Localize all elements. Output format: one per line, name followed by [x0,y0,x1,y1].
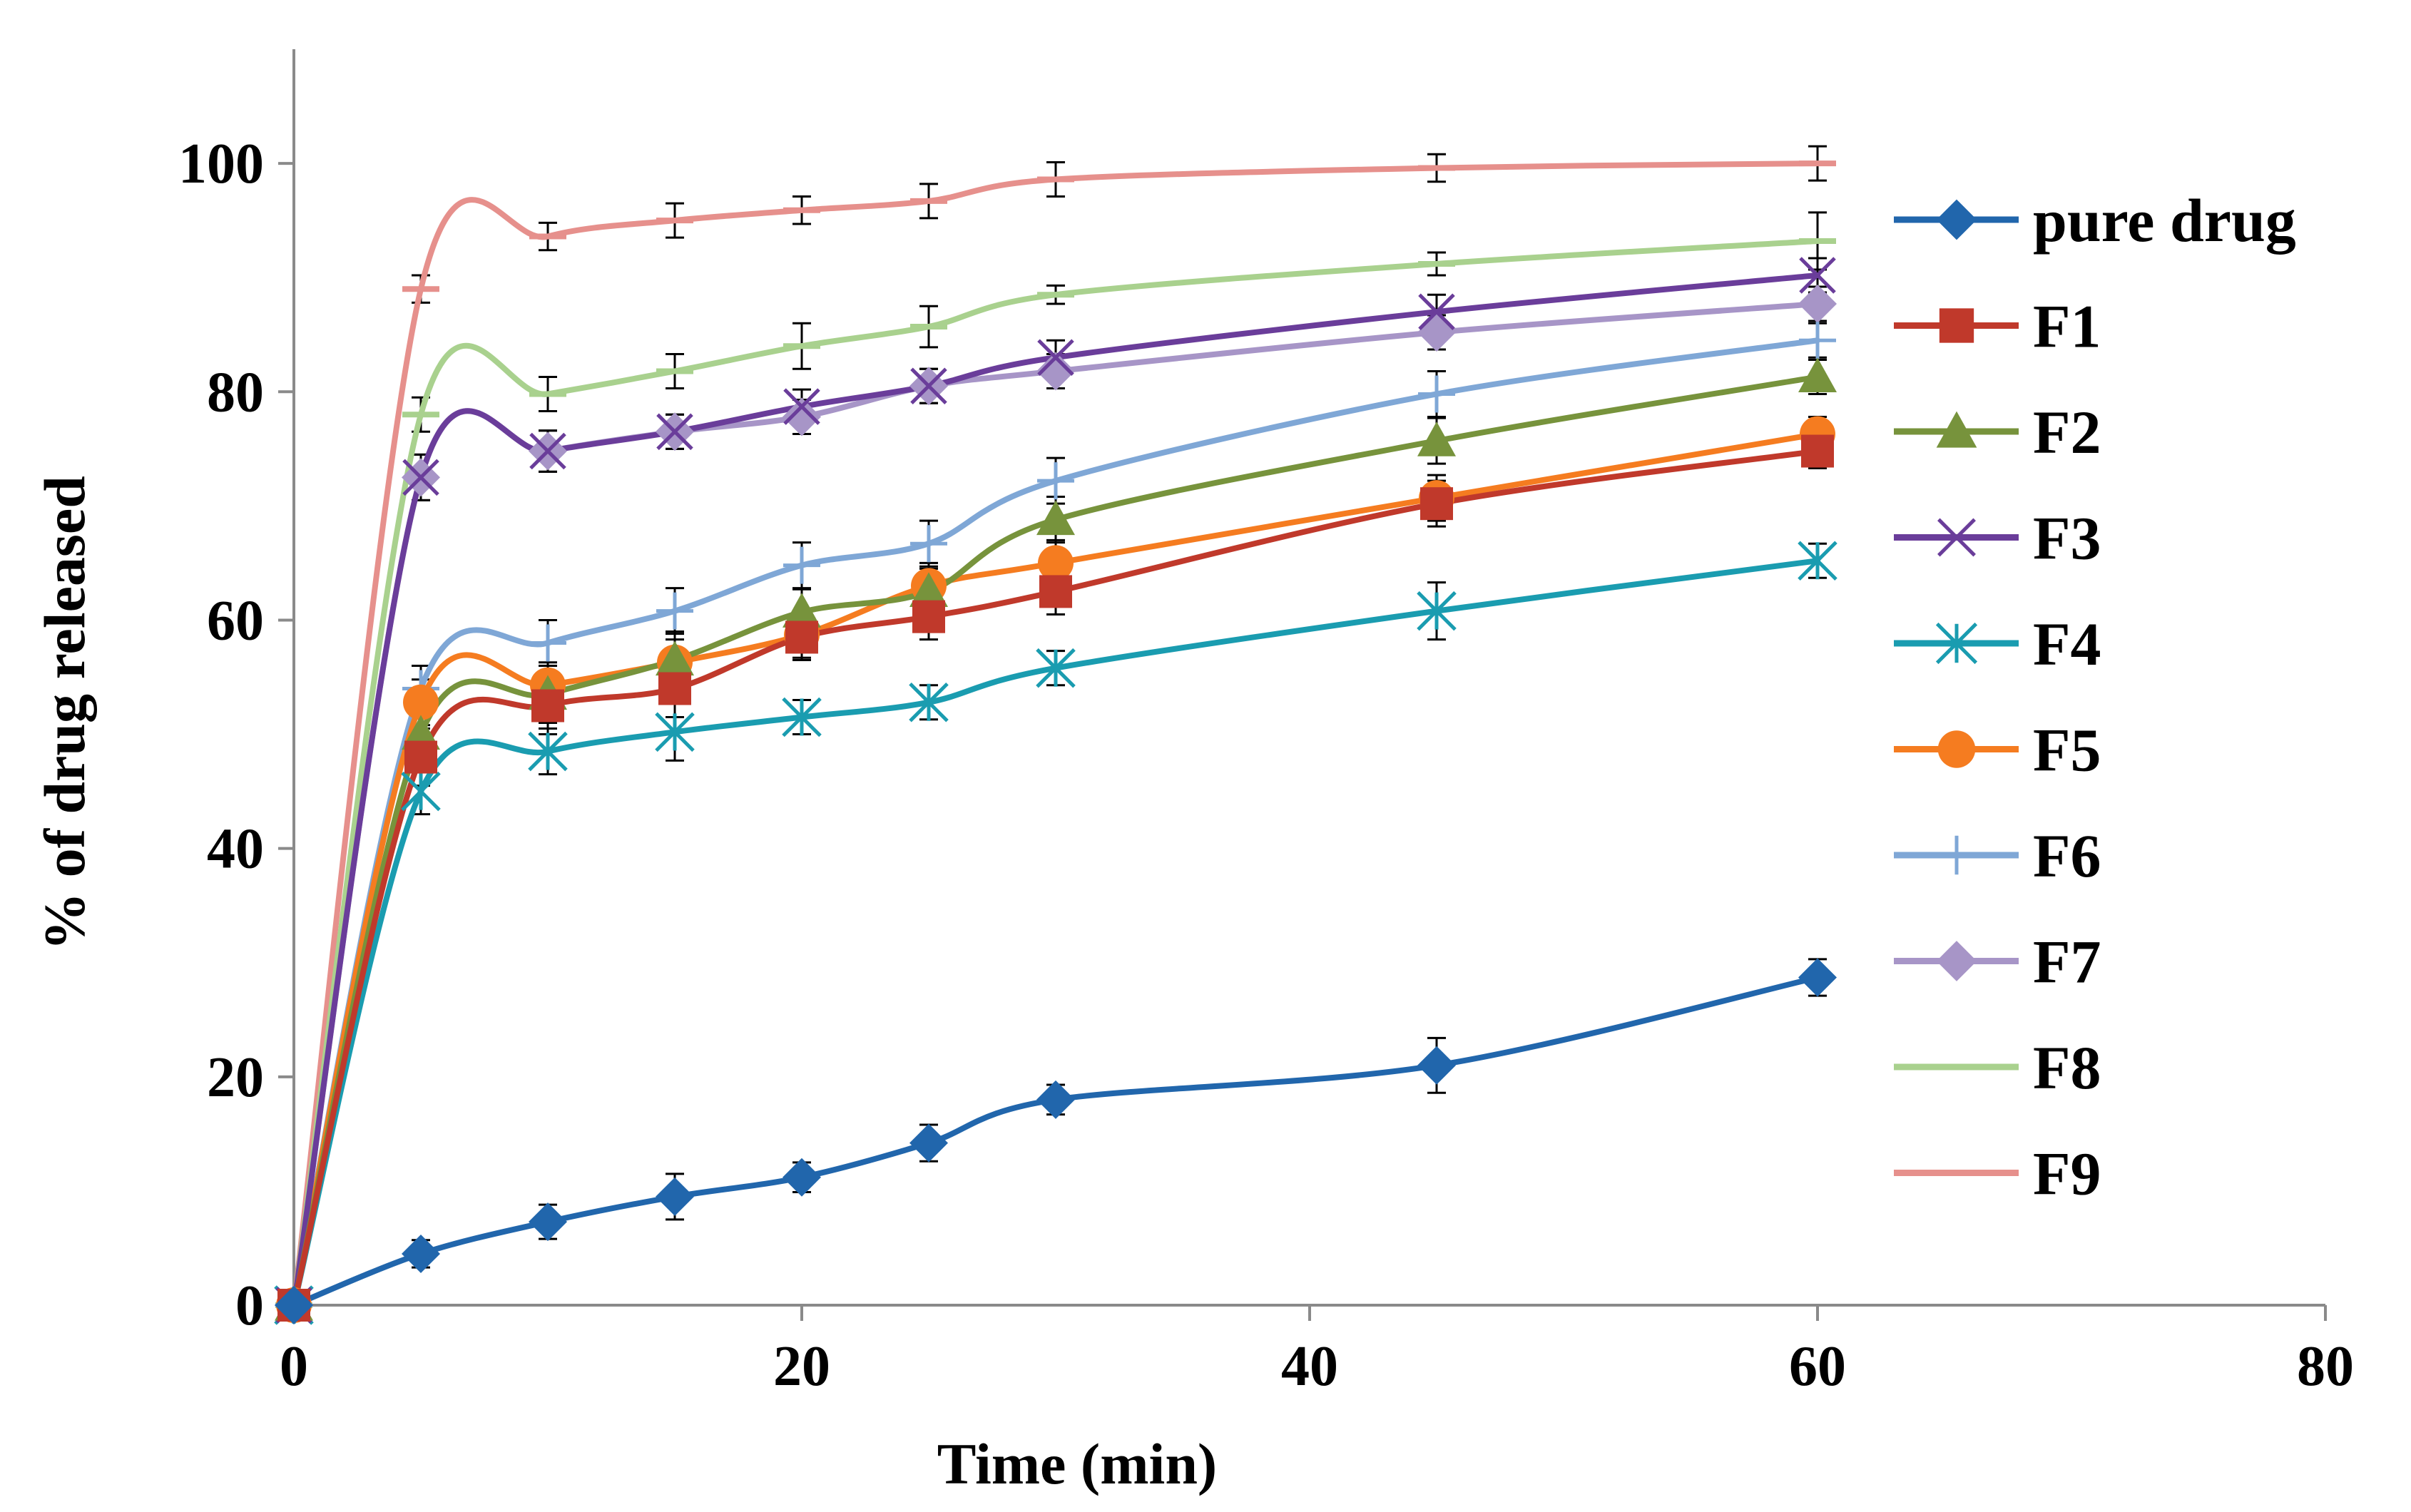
line-f8 [291,237,1820,1308]
marker-f1 [404,740,437,774]
y-tick-label: 60 [207,589,264,652]
legend-label-f5: F5 [2033,716,2101,785]
marker-pure-drug [1798,958,1837,997]
line-f7 [291,301,1820,1308]
legend-label-f8: F8 [2033,1033,2101,1102]
marker-f2 [909,572,948,608]
marker-f4 [782,697,822,737]
marker-f1 [1039,575,1072,608]
y-tick-label: 20 [207,1046,264,1109]
marker-f7 [1798,285,1837,324]
marker-f3 [402,459,439,496]
marker-f5 [1038,545,1074,581]
legend-marker-f2 [1936,411,1977,448]
marker-f2 [1417,422,1456,456]
y-tick-label: 80 [207,361,264,424]
legend-label-f4: F4 [2033,610,2101,678]
legend-marker-f1 [1939,308,1974,343]
marker-f6 [783,546,820,584]
series-markers [274,160,1837,1325]
x-tick-label: 40 [1281,1335,1338,1398]
marker-pure-drug [1417,1046,1456,1085]
legend-marker-f7 [1936,941,1977,981]
marker-pure-drug [1036,1080,1075,1119]
y-axis-title: % of drug released [32,476,97,951]
marker-pure-drug [275,1286,313,1324]
marker-f1 [785,620,818,654]
y-tick-label: 40 [207,818,264,881]
marker-f5 [403,684,439,720]
marker-pure-drug [656,1177,694,1216]
marker-f7 [1036,352,1075,391]
marker-f2 [783,593,821,628]
marker-f3 [1799,257,1836,294]
marker-f3 [529,432,566,470]
marker-f4 [1417,591,1457,631]
legend-marker-f5 [1937,730,1976,768]
legend-marker-f4 [1935,622,1978,665]
error-bars [412,145,1827,1269]
marker-f6 [1418,375,1455,413]
marker-f2 [1798,357,1837,393]
tick-labels: 0 20 40 60 80 100 0 20 40 60 80 [178,133,2354,1398]
marker-f1 [1801,434,1834,468]
marker-f1 [1420,487,1453,521]
marker-f3 [1418,293,1455,330]
marker-f6 [1037,462,1074,500]
marker-f4 [909,682,949,722]
axes [278,49,2327,1321]
legend-label-f9: F9 [2033,1140,2101,1208]
marker-pure-drug [402,1234,440,1273]
marker-f7 [783,397,821,436]
legend-label-f1: F1 [2033,292,2101,361]
marker-pure-drug [783,1158,821,1197]
legend-marker-f3 [1937,518,1976,557]
legend: pure drug F1 F2 F3 F4 F5 F6 F7 F8 F9 [1894,186,2296,1208]
marker-pure-drug [529,1202,567,1242]
line-f9 [291,160,1820,1308]
series-lines [291,160,1820,1308]
x-tick-label: 80 [2297,1335,2354,1398]
legend-marker-f6 [1937,835,1977,875]
marker-f3 [910,367,947,405]
marker-f4 [401,771,441,812]
marker-f1 [531,689,564,722]
line-f3 [291,272,1820,1308]
marker-f3 [783,388,820,425]
marker-f2 [1036,500,1075,536]
marker-f6 [1799,322,1836,359]
marker-f4 [528,731,568,772]
legend-label-f7: F7 [2033,928,2101,996]
marker-f1 [658,672,691,705]
y-tick-label: 0 [235,1275,264,1337]
marker-f3 [656,413,693,451]
marker-f6 [910,525,947,563]
legend-label-pure-drug: pure drug [2033,186,2296,255]
legend-label-f2: F2 [2033,398,2101,466]
marker-f6 [656,592,693,630]
marker-f4 [1798,541,1837,581]
x-tick-label: 20 [773,1335,830,1398]
legend-label-f6: F6 [2033,822,2101,890]
x-tick-label: 0 [280,1335,308,1398]
marker-f2 [656,640,694,676]
marker-f1 [912,600,945,633]
y-tick-label: 100 [178,133,264,195]
line-pure-drug [291,974,1820,1308]
marker-f4 [655,712,695,752]
marker-f6 [529,624,566,662]
marker-f4 [1036,648,1076,688]
x-axis-title: Time (min) [937,1431,1218,1496]
legend-label-f3: F3 [2033,504,2101,573]
marker-f7 [1417,313,1456,352]
legend-marker-pure-drug [1936,199,1977,240]
marker-f3 [1037,339,1074,377]
x-tick-label: 60 [1789,1335,1846,1398]
marker-pure-drug [909,1123,948,1163]
